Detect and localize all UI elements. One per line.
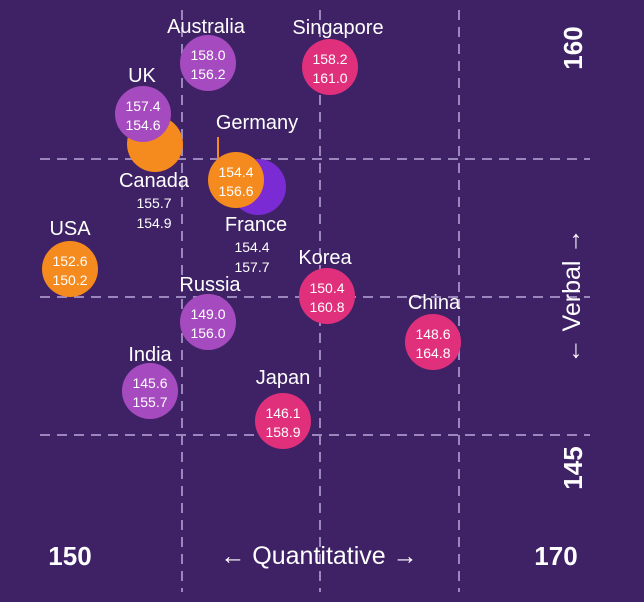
quant-value: 154.9 [136, 215, 171, 231]
y-axis-title: ← Verbal → [558, 229, 586, 364]
quant-value: 156.6 [218, 183, 253, 199]
country-label: USA [49, 218, 91, 240]
y-max-label: 160 [558, 26, 588, 69]
quant-value: 161.0 [312, 70, 347, 86]
country-label: China [408, 292, 461, 314]
x-max-label: 170 [534, 541, 577, 571]
point-japan: Japan 146.1 158.9 [255, 367, 311, 449]
country-label: Canada [119, 170, 190, 192]
verbal-value: 157.4 [125, 98, 160, 114]
country-label: Korea [298, 247, 352, 269]
country-label: Japan [256, 367, 311, 389]
verbal-value: 154.4 [234, 239, 269, 255]
point-india: India 145.6 155.7 [122, 344, 178, 419]
quant-value: 158.9 [265, 424, 300, 440]
point-marker [405, 314, 461, 370]
point-marker [42, 241, 98, 297]
point-usa: USA 152.6 150.2 [42, 218, 98, 297]
point-marker [299, 268, 355, 324]
quant-value: 156.2 [190, 66, 225, 82]
quant-value: 154.6 [125, 117, 160, 133]
verbal-value: 158.2 [312, 51, 347, 67]
verbal-value: 154.4 [218, 164, 253, 180]
point-korea: Korea 150.4 160.8 [298, 247, 355, 324]
quant-value: 150.2 [52, 272, 87, 288]
verbal-value: 149.0 [190, 306, 225, 322]
point-marker [180, 35, 236, 91]
point-marker [255, 393, 311, 449]
quant-value: 160.8 [309, 299, 344, 315]
quant-value: 164.8 [415, 345, 450, 361]
country-label: India [128, 344, 172, 366]
verbal-value: 145.6 [132, 375, 167, 391]
country-label: Singapore [292, 17, 383, 39]
quant-value: 155.7 [132, 394, 167, 410]
point-marker [302, 39, 358, 95]
verbal-value: 152.6 [52, 253, 87, 269]
verbal-value: 150.4 [309, 280, 344, 296]
country-label: Australia [167, 16, 246, 38]
point-russia: Russia 149.0 156.0 [179, 274, 241, 350]
point-singapore: Singapore 158.2 161.0 [292, 17, 384, 95]
verbal-value: 146.1 [265, 405, 300, 421]
x-min-label: 150 [48, 541, 91, 571]
point-uk: UK 157.4 154.6 [115, 65, 171, 142]
country-label: Germany [216, 112, 298, 134]
quant-value: 156.0 [190, 325, 225, 341]
point-germany: Germany 154.4 156.6 [208, 112, 298, 208]
verbal-value: 148.6 [415, 326, 450, 342]
verbal-value: 158.0 [190, 47, 225, 63]
x-axis-title: ← Quantitative → [220, 542, 417, 570]
point-marker [122, 363, 178, 419]
country-label: UK [128, 65, 156, 87]
verbal-value: 155.7 [136, 195, 171, 211]
point-marker [115, 86, 171, 142]
point-marker [180, 294, 236, 350]
points-layer: Canada 155.7 154.9 France 154.4 157.7 Australi… [42, 16, 461, 449]
point-marker [208, 152, 264, 208]
quant-value: 157.7 [234, 259, 269, 275]
country-label: France [225, 214, 287, 236]
y-min-label: 145 [558, 446, 588, 489]
point-australia: Australia 158.0 156.2 [167, 16, 246, 91]
country-label: Russia [179, 274, 241, 296]
point-china: China 148.6 164.8 [405, 292, 461, 370]
